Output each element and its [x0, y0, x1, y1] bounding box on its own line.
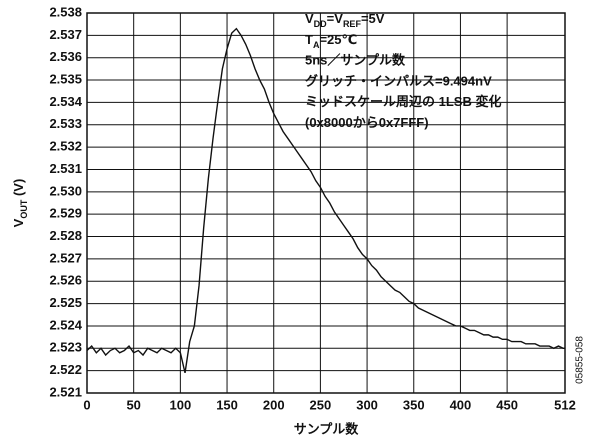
annotation-part: (0x8000から0x7FFF) [305, 115, 429, 130]
annotation-part: V [305, 11, 314, 26]
annotation-part: =5V [361, 11, 385, 26]
y-tick-label: 2.534 [49, 94, 82, 109]
x-tick-label: 0 [83, 397, 90, 412]
y-tick-label: 2.530 [49, 183, 82, 198]
annotation: (0x8000から0x7FFF) [305, 115, 429, 130]
y-tick-label: 2.527 [49, 250, 82, 265]
annotation-part: =V [327, 11, 344, 26]
side-note: 05855-058 [575, 336, 586, 384]
x-tick-label: 100 [170, 397, 192, 412]
x-tick-label: 350 [403, 397, 425, 412]
y-tick-label: 2.532 [49, 139, 82, 154]
y-tick-label: 2.524 [49, 317, 82, 332]
x-axis-label: サンプル数 [294, 421, 360, 436]
y-axis-label-part: OUT [19, 199, 29, 219]
x-tick-label: 50 [126, 397, 140, 412]
plot-border [86, 12, 566, 394]
y-axis-label-part: (V) [11, 179, 26, 200]
annotation-part: ミッドスケール周辺の 1LSB 変化 [305, 95, 501, 110]
y-tick-label: 2.528 [49, 228, 82, 243]
x-tick-label: 200 [263, 397, 285, 412]
annotation: グリッチ・インパルス=9.494nV [305, 74, 492, 89]
annotation: TA=25℃ [305, 32, 357, 50]
y-tick-label: 2.531 [49, 161, 82, 176]
annotation: 5ns／サンプル数 [305, 53, 406, 68]
annotation-part: DD [314, 19, 327, 29]
y-tick-label: 2.536 [49, 49, 82, 64]
data-line [86, 27, 565, 374]
x-tick-label: 250 [310, 397, 332, 412]
y-tick-label: 2.533 [49, 116, 82, 131]
y-tick-label: 2.529 [49, 206, 82, 221]
annotation: VDD=VREF=5V [305, 11, 385, 29]
annotation-part: REF [343, 19, 362, 29]
y-tick-label: 2.522 [49, 362, 82, 377]
y-tick-label: 2.535 [49, 71, 82, 86]
y-tick-label: 2.526 [49, 273, 82, 288]
x-tick-label: 450 [496, 397, 518, 412]
x-tick-label: 400 [450, 397, 472, 412]
x-tick-label: 300 [356, 397, 378, 412]
x-tick-label: 150 [216, 397, 238, 412]
y-axis-label: VOUT (V) [11, 179, 29, 228]
x-tick-label: 512 [554, 397, 576, 412]
annotation: ミッドスケール周辺の 1LSB 変化 [305, 95, 501, 110]
annotation-part: 5ns／サンプル数 [305, 53, 406, 68]
y-tick-label: 2.523 [49, 340, 82, 355]
y-tick-label: 2.537 [49, 27, 82, 42]
y-axis-label-part: V [11, 218, 26, 227]
annotation-part: グリッチ・インパルス=9.494nV [305, 74, 492, 89]
y-tick-label: 2.538 [49, 4, 82, 19]
y-tick-label: 2.521 [49, 384, 82, 399]
annotation-part: =25℃ [319, 32, 357, 47]
annotation-part: A [313, 40, 320, 50]
y-tick-label: 2.525 [49, 295, 82, 310]
annotation-part: T [305, 32, 313, 47]
